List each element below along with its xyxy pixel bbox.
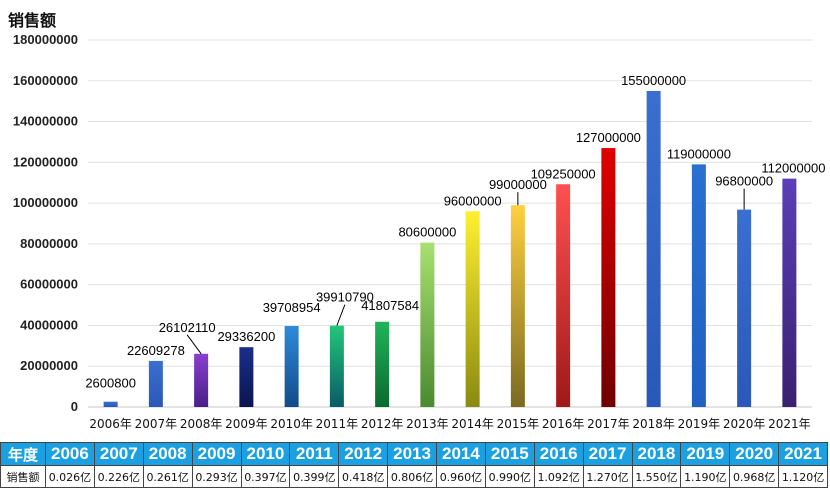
x-tick-label: 2006年: [89, 417, 132, 431]
bar-2013年: [420, 242, 435, 407]
table-value-cell: 0.261亿: [142, 465, 193, 488]
data-label: 119000000: [667, 146, 731, 161]
table-value-cell: 0.026亿: [45, 465, 95, 488]
data-label: 39910790: [316, 290, 374, 305]
y-tick-label: 20000000: [20, 358, 78, 373]
x-tick-label: 2010年: [270, 417, 313, 431]
y-tick-label: 60000000: [20, 277, 78, 292]
table-value-cell: 0.293亿: [191, 465, 242, 488]
bar-2017年: [601, 148, 616, 408]
data-label-leader: [336, 304, 346, 326]
table-year-cell: 2007: [93, 442, 144, 466]
table-value-cell: 1.270亿: [582, 465, 633, 488]
x-tick-label: 2016年: [542, 417, 585, 431]
data-label-leader: [186, 334, 202, 355]
table-header-row: 年度 2006 2007 2008 2009 2010 2011 2012 2013 2014 2…: [0, 442, 828, 466]
data-label: 80600000: [398, 225, 456, 240]
x-tick-label: 2017年: [587, 417, 630, 431]
sales-bar-chart: 销售额 0 20000000 40000000 60000000 80000000 100…: [8, 11, 825, 431]
table-year-cell: 2018: [631, 442, 682, 466]
table-row-label: 销售额: [0, 465, 46, 488]
bar-2014年: [465, 211, 480, 407]
data-label: 109250000: [531, 166, 596, 181]
x-tick-label: 2011年: [316, 417, 359, 431]
x-tick-label: 2014年: [451, 417, 494, 431]
data-label: 99000000: [489, 177, 547, 192]
data-label: 96800000: [715, 174, 773, 189]
table-year-cell: 2017: [582, 442, 633, 466]
y-tick-label: 120000000: [13, 154, 78, 169]
table-value-cell: 0.226亿: [93, 465, 144, 488]
x-tick-label: 2018年: [632, 417, 675, 431]
table-year-cell: 2021: [778, 442, 828, 466]
bar-2006年: [103, 401, 118, 407]
data-label: 112000000: [761, 161, 825, 176]
table-value-cell: 1.190亿: [680, 465, 731, 488]
data-label: 127000000: [576, 130, 641, 145]
bar-2019年: [691, 164, 706, 407]
bar-2020年: [737, 209, 752, 407]
table-value-cell: 0.399亿: [289, 465, 340, 488]
table-year-cell: 2019: [680, 442, 731, 466]
data-label: 22609278: [127, 343, 185, 358]
bar-2016年: [556, 184, 571, 407]
bar-2008年: [194, 353, 209, 407]
table-value-cell: 1.550亿: [631, 465, 682, 488]
data-label: 41807584: [361, 298, 419, 313]
x-tick-label: 2015年: [497, 417, 540, 431]
table-year-cell: 2010: [240, 442, 291, 466]
table-year-cell: 2016: [533, 442, 584, 466]
x-tick-label: 2020年: [723, 417, 766, 431]
table-value-cell: 0.960亿: [436, 465, 486, 488]
data-label: 39708954: [263, 300, 321, 315]
y-tick-label: 40000000: [20, 317, 78, 332]
y-tick-label: 140000000: [13, 114, 78, 129]
bar-2011年: [329, 325, 344, 407]
table-year-cell: 2006: [45, 442, 95, 466]
x-tick-label: 2013年: [406, 417, 449, 431]
x-tick-label: 2019年: [678, 417, 721, 431]
y-tick-label: 0: [71, 399, 78, 414]
data-label: 26102110: [159, 320, 216, 335]
data-label: 155000000: [621, 73, 686, 88]
y-tick-label: 100000000: [13, 195, 78, 210]
bar-2015年: [510, 205, 525, 407]
bar-2007年: [148, 360, 163, 407]
table-year-cell: 2009: [191, 442, 242, 466]
table-year-cell: 2020: [729, 442, 780, 466]
data-label: 2600800: [85, 376, 136, 391]
data-label: 29336200: [217, 329, 275, 344]
y-axis-label: 销售额: [8, 11, 56, 30]
table-year-cell: 2008: [142, 442, 193, 466]
bar-2018年: [646, 90, 661, 407]
sales-table: 年度 2006 2007 2008 2009 2010 2011 2012 2013 2014 2…: [0, 442, 830, 488]
y-tick-label: 180000000: [13, 32, 78, 47]
table-value-cell: 1.120亿: [778, 465, 828, 488]
table-value-cell: 0.418亿: [338, 465, 389, 488]
bar-2012年: [375, 321, 390, 407]
x-tick-label: 2007年: [135, 417, 178, 431]
table-year-cell: 2011: [289, 442, 340, 466]
table-year-cell: 2012: [338, 442, 389, 466]
x-tick-label: 2012年: [361, 417, 404, 431]
table-value-cell: 0.968亿: [729, 465, 780, 488]
bar-2021年: [782, 178, 797, 407]
bar-2009年: [239, 347, 254, 407]
table-value-cell: 1.092亿: [533, 465, 584, 488]
data-label: 96000000: [444, 193, 502, 208]
table-value-row: 销售额 0.026亿 0.226亿 0.261亿 0.293亿 0.397亿 0.399亿…: [0, 465, 828, 488]
table-value-cell: 0.397亿: [240, 465, 291, 488]
table-value-cell: 0.806亿: [387, 465, 437, 488]
table-year-cell: 2013: [387, 442, 437, 466]
x-tick-label: 2009年: [225, 417, 268, 431]
y-tick-label: 80000000: [20, 236, 78, 251]
x-tick-label: 2008年: [180, 417, 223, 431]
y-tick-label: 160000000: [13, 73, 78, 88]
table-year-cell: 2015: [484, 442, 535, 466]
table-value-cell: 0.990亿: [484, 465, 535, 488]
bar-2010年: [284, 326, 299, 407]
table-year-cell: 2014: [436, 442, 486, 466]
table-header-label: 年度: [0, 442, 46, 466]
x-tick-label: 2021年: [768, 417, 811, 431]
